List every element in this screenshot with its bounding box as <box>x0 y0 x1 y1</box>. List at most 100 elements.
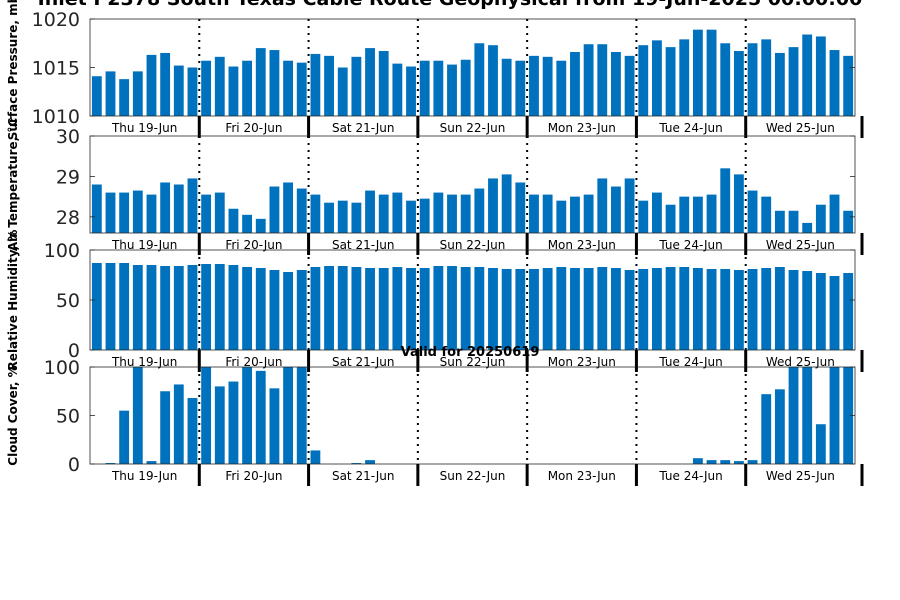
bar-p4-9 <box>214 386 225 464</box>
bar-p3-0 <box>91 263 102 350</box>
bar-p3-39 <box>624 270 635 350</box>
bar-p2-11 <box>242 214 253 233</box>
ytick-label: 0 <box>68 340 80 362</box>
bar-p1-51 <box>788 47 799 116</box>
bar-p1-52 <box>802 34 813 116</box>
bar-p4-15 <box>296 367 307 464</box>
ylabel-1: Surface Pressure, mb <box>6 0 20 140</box>
bar-p2-34 <box>556 200 567 233</box>
bar-p2-3 <box>132 190 143 233</box>
bar-p4-47 <box>733 461 744 464</box>
ytick-label: 1015 <box>32 58 80 80</box>
bar-p2-46 <box>720 168 731 233</box>
bar-p3-29 <box>488 268 498 350</box>
day-label: Sat 21-Jun <box>332 469 395 483</box>
ytick-label: 50 <box>56 406 80 428</box>
bar-p1-34 <box>556 60 567 116</box>
bar-p3-38 <box>611 268 621 350</box>
ytick-label: 100 <box>44 240 80 262</box>
bar-p4-44 <box>692 458 703 464</box>
bar-p3-51 <box>788 270 799 350</box>
bar-p1-7 <box>187 67 198 116</box>
day-label: Mon 23-Jun <box>548 121 616 135</box>
day-label: Thu 19-Jun <box>111 121 177 135</box>
bar-p1-20 <box>365 48 375 116</box>
bar-p3-33 <box>542 268 553 350</box>
bar-p2-53 <box>815 204 826 233</box>
bar-p4-46 <box>720 460 731 464</box>
valid-date-label: Valid for 20250619 <box>400 345 540 360</box>
bar-p3-26 <box>447 266 457 350</box>
bar-p2-43 <box>679 196 690 233</box>
bar-p1-27 <box>460 59 471 116</box>
bar-p1-4 <box>146 54 157 116</box>
bar-p1-21 <box>378 51 389 117</box>
bar-p3-20 <box>365 268 375 350</box>
bar-p3-7 <box>187 265 198 350</box>
bar-p1-30 <box>501 58 512 116</box>
bar-p1-24 <box>419 60 430 116</box>
bar-p2-47 <box>733 174 744 233</box>
bar-p1-6 <box>173 65 184 116</box>
bar-p2-0 <box>91 184 102 233</box>
bar-p2-44 <box>692 196 703 233</box>
bar-p1-35 <box>570 51 580 117</box>
ytick-label: 0 <box>68 454 80 476</box>
bar-p3-42 <box>665 267 676 350</box>
bar-p1-32 <box>529 55 539 116</box>
bar-p1-2 <box>119 79 130 116</box>
bar-p4-7 <box>187 398 198 464</box>
bar-p2-26 <box>447 194 457 233</box>
bar-p1-5 <box>160 52 171 116</box>
bar-p3-30 <box>501 269 512 350</box>
bar-p1-28 <box>474 43 485 116</box>
bar-p1-49 <box>761 39 772 117</box>
day-label: Fri 20-Jun <box>225 355 282 369</box>
bar-p1-54 <box>829 50 840 116</box>
bar-p2-31 <box>515 182 526 233</box>
chart-title: Inlet P2378 South Texas Cable Route Geop… <box>0 0 900 10</box>
bar-p3-48 <box>747 269 758 350</box>
bar-p1-23 <box>406 66 416 116</box>
bar-p2-50 <box>774 210 785 233</box>
bar-p1-15 <box>296 62 307 116</box>
bar-p3-23 <box>406 268 416 350</box>
bar-p2-16 <box>310 194 321 233</box>
bar-p3-15 <box>296 270 307 350</box>
ytick-label: 30 <box>56 126 80 148</box>
bar-p4-51 <box>788 367 799 464</box>
day-label: Wed 25-Jun <box>766 355 835 369</box>
bar-p2-40 <box>638 200 649 233</box>
bar-p3-1 <box>105 263 116 350</box>
ytick-label: 1020 <box>32 9 80 31</box>
bar-p3-37 <box>597 267 608 350</box>
day-label: Tue 24-Jun <box>658 469 722 483</box>
bar-p4-1 <box>105 463 116 464</box>
day-label: Sun 22-Jun <box>440 469 506 483</box>
ytick-label: 1010 <box>32 106 80 128</box>
bar-p3-2 <box>119 263 130 350</box>
bar-p4-11 <box>242 367 253 464</box>
bar-p2-52 <box>802 222 813 233</box>
bar-p2-12 <box>255 218 266 233</box>
bar-p3-45 <box>706 269 717 350</box>
bar-p1-17 <box>324 55 334 116</box>
bar-p1-9 <box>214 56 225 116</box>
bar-p3-24 <box>419 268 430 350</box>
bar-p3-54 <box>829 276 840 350</box>
bar-p4-52 <box>802 367 813 464</box>
bar-p1-48 <box>747 43 758 116</box>
bar-p3-41 <box>652 268 662 350</box>
bar-p3-27 <box>460 267 471 350</box>
bar-p3-55 <box>843 273 854 350</box>
bar-p3-44 <box>692 268 703 350</box>
bar-p1-0 <box>91 76 102 116</box>
plot-frame-2 <box>89 135 856 234</box>
bar-p1-31 <box>515 60 526 116</box>
day-label: Sat 21-Jun <box>332 355 395 369</box>
bar-p1-25 <box>433 60 444 116</box>
day-label: Thu 19-Jun <box>111 355 177 369</box>
bar-p1-53 <box>815 36 826 116</box>
ylabel-4: Cloud Cover, % <box>6 365 20 465</box>
